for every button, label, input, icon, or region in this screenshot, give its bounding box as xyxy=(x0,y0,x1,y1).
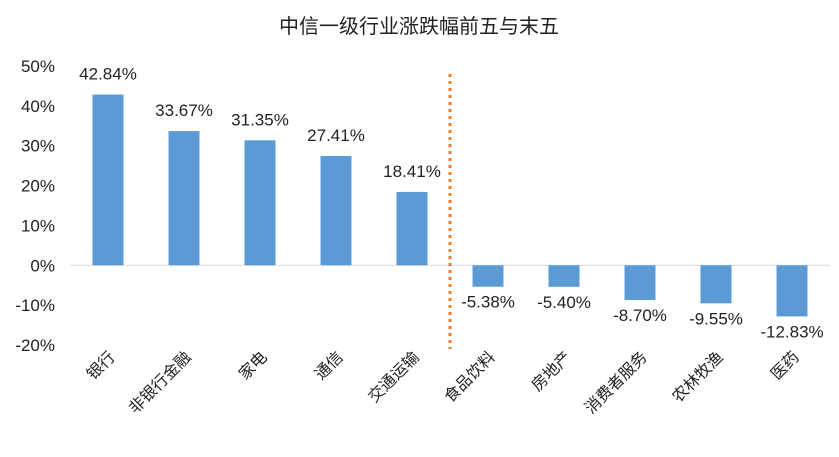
category-label: 非银行金融 xyxy=(125,347,195,417)
category-label: 农林牧渔 xyxy=(668,347,727,406)
category-label: 房地产 xyxy=(527,347,574,394)
data-label: 42.84% xyxy=(79,65,137,84)
data-label: -9.55% xyxy=(689,309,743,328)
data-label: 31.35% xyxy=(231,110,289,129)
category-label: 家电 xyxy=(235,347,271,383)
chart-title: 中信一级行业涨跌幅前五与末五 xyxy=(279,14,559,38)
bar xyxy=(396,191,428,266)
data-label: -12.83% xyxy=(760,322,823,341)
y-axis-ticks: 50% 40% 30% 20% 10% 0% -10% -20% xyxy=(15,57,55,355)
y-tick-label: 50% xyxy=(21,57,55,76)
y-tick-label: 0% xyxy=(30,256,55,275)
bar xyxy=(624,265,656,300)
bar xyxy=(548,265,580,287)
data-label: 27.41% xyxy=(307,126,365,145)
y-tick-label: -10% xyxy=(15,296,55,315)
category-label: 医药 xyxy=(767,347,803,383)
bar xyxy=(168,131,200,266)
data-label: -5.40% xyxy=(537,293,591,312)
data-label: -8.70% xyxy=(613,306,667,325)
category-label: 交通运输 xyxy=(364,347,423,406)
category-label: 银行 xyxy=(83,347,119,383)
y-tick-label: 10% xyxy=(21,216,55,235)
bars-group xyxy=(92,94,808,317)
bar xyxy=(320,156,352,266)
category-label: 食品饮料 xyxy=(440,347,499,406)
bar xyxy=(472,265,504,287)
bar xyxy=(244,140,276,266)
y-tick-label: -20% xyxy=(15,336,55,355)
category-labels-group: 银行 非银行金融 家电 通信 交通运输 食品饮料 房地产 消费者服务 农林牧渔 医药 xyxy=(83,347,803,417)
bar xyxy=(700,265,732,304)
y-tick-label: 20% xyxy=(21,177,55,196)
data-label: 33.67% xyxy=(155,101,213,120)
category-label: 消费者服务 xyxy=(581,347,651,417)
bar xyxy=(92,94,124,266)
category-label: 通信 xyxy=(311,347,347,383)
bar xyxy=(776,265,808,317)
data-label: -5.38% xyxy=(461,293,515,312)
data-labels-group: 42.84% 33.67% 31.35% 27.41% 18.41% -5.38% -5.4… xyxy=(79,65,824,342)
y-tick-label: 30% xyxy=(21,137,55,156)
y-tick-label: 40% xyxy=(21,97,55,116)
data-label: 18.41% xyxy=(383,162,441,181)
